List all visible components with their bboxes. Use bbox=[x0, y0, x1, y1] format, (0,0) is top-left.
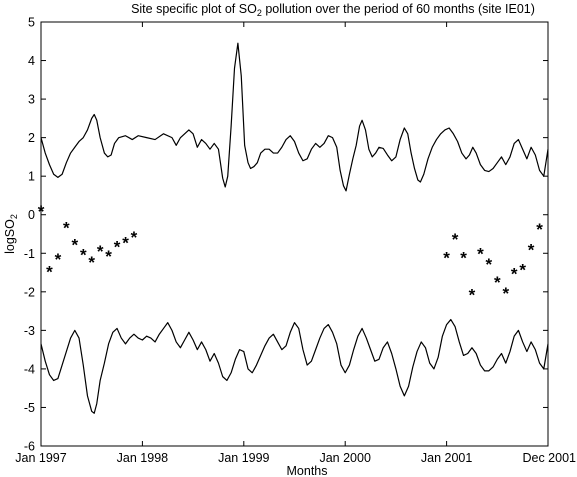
x-axis-label: Months bbox=[287, 464, 328, 477]
data-point: * bbox=[114, 238, 121, 257]
y-tick-label: 5 bbox=[28, 16, 35, 30]
data-point: * bbox=[55, 250, 62, 269]
data-point: * bbox=[105, 247, 112, 266]
data-point: * bbox=[46, 263, 53, 282]
chart-title-suffix: pollution over the period of 60 months (… bbox=[262, 2, 535, 16]
y-tick-label: 4 bbox=[28, 54, 35, 68]
y-axis-label-prefix: logSO bbox=[3, 219, 17, 254]
data-point: * bbox=[494, 273, 501, 292]
x-tick-label: Jan 2000 bbox=[319, 451, 370, 465]
y-tick-label: -1 bbox=[24, 247, 35, 261]
data-point: * bbox=[63, 218, 70, 237]
data-point: * bbox=[97, 242, 104, 261]
observation-markers: ****** ** ** * ********** *** bbox=[38, 202, 544, 305]
chart-title: Site specific plot of SO2 pollution over… bbox=[131, 2, 535, 18]
data-point: * bbox=[486, 255, 493, 274]
chart-title-subscript: 2 bbox=[257, 8, 262, 18]
y-tick-label: 2 bbox=[28, 131, 35, 145]
y-tick-label: 0 bbox=[28, 208, 35, 222]
plot-area: ****** ** ** * ********** *** -6 -5 -4 -3 -2 -1 0 1 2 3… bbox=[15, 16, 576, 466]
data-point: * bbox=[88, 253, 95, 272]
y-tick-label: 3 bbox=[28, 93, 35, 107]
data-point: * bbox=[502, 284, 509, 303]
data-point: * bbox=[80, 245, 87, 264]
y-axis-label-subscript: 2 bbox=[9, 214, 19, 219]
data-point: * bbox=[460, 248, 467, 267]
data-point: * bbox=[131, 228, 138, 247]
data-point: * bbox=[536, 220, 543, 239]
y-tick-label: -5 bbox=[24, 401, 35, 415]
data-point: * bbox=[122, 234, 129, 253]
data-point: * bbox=[469, 286, 476, 305]
y-tick-label: -2 bbox=[24, 285, 35, 299]
data-point: * bbox=[519, 261, 526, 280]
series-line-lower-band bbox=[40, 318, 549, 414]
x-tick-label: Dec 2001 bbox=[522, 451, 576, 465]
y-tick-label: 1 bbox=[28, 170, 35, 184]
data-point: * bbox=[71, 236, 78, 255]
y-tick-label: -6 bbox=[24, 440, 35, 454]
y-tick-label: -3 bbox=[24, 324, 35, 338]
y-tick-label: -4 bbox=[24, 362, 35, 376]
x-tick-label: Jan 2001 bbox=[421, 451, 472, 465]
x-tick-label: Jan 1997 bbox=[15, 451, 66, 465]
y-axis-label: logSO2 bbox=[3, 214, 19, 254]
x-tick-label: Jan 1998 bbox=[117, 451, 168, 465]
axes-frame bbox=[40, 21, 549, 447]
series-line-upper-band bbox=[40, 42, 549, 192]
chart-title-prefix: Site specific plot of SO bbox=[131, 2, 257, 16]
data-point: * bbox=[511, 265, 518, 284]
x-tick-label: Jan 1999 bbox=[218, 451, 269, 465]
data-point: * bbox=[452, 230, 459, 249]
data-point: * bbox=[528, 241, 535, 260]
data-point: * bbox=[443, 248, 450, 267]
data-point: * bbox=[477, 245, 484, 264]
